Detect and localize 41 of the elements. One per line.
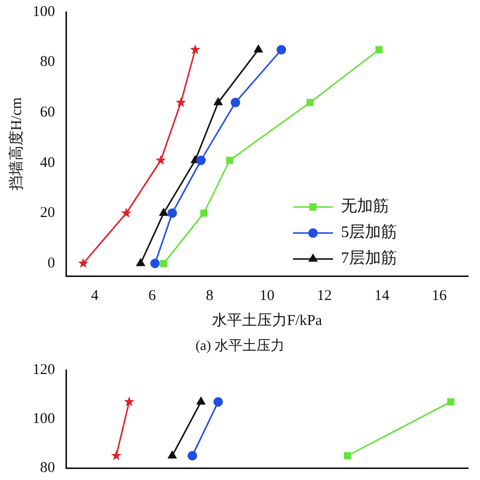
legend-label: 7层加筋 xyxy=(341,249,397,268)
x-tick-label: 4 xyxy=(90,288,99,304)
x-tick-label: 10 xyxy=(260,288,274,304)
point xyxy=(160,260,168,268)
y-tick-label: 120 xyxy=(32,362,55,378)
y-tick-label: 100 xyxy=(32,410,55,427)
y-tick-label: 60 xyxy=(40,104,55,121)
point xyxy=(190,44,200,54)
y-tick-label: 100 xyxy=(32,4,55,20)
point xyxy=(156,154,166,165)
point xyxy=(375,46,383,54)
point xyxy=(200,210,208,217)
x-axis-title: 水平土压力F/kPa xyxy=(212,312,322,329)
point xyxy=(78,258,88,268)
point xyxy=(254,44,263,52)
point xyxy=(230,98,240,108)
y-tick-label: 20 xyxy=(40,205,55,222)
x-tick-label: 12 xyxy=(316,288,332,304)
point xyxy=(196,156,206,166)
y-tick-label: 80 xyxy=(40,54,55,70)
point xyxy=(226,156,234,164)
point xyxy=(276,44,286,54)
x-tick-label: 8 xyxy=(206,288,214,304)
x-tick-label: 14 xyxy=(374,288,390,304)
point xyxy=(167,208,177,218)
point xyxy=(136,258,145,266)
point xyxy=(121,208,132,218)
point xyxy=(306,98,314,106)
y-tick-label: 0 xyxy=(48,255,55,272)
y-axis-title: 挡墙高度H/cm xyxy=(8,97,25,191)
point xyxy=(150,258,160,268)
legend-label: 无加筋 xyxy=(341,197,389,216)
x-tick-label: 6 xyxy=(148,288,156,304)
y-tick-label: 80 xyxy=(40,460,55,476)
legend-label: 5层加筋 xyxy=(341,223,397,242)
point xyxy=(214,98,222,106)
x-tick-label: 16 xyxy=(432,288,448,304)
text: (a) 水平土压力 xyxy=(194,338,286,356)
y-tick-label: 40 xyxy=(40,154,55,171)
point xyxy=(176,97,186,107)
point xyxy=(159,208,168,216)
